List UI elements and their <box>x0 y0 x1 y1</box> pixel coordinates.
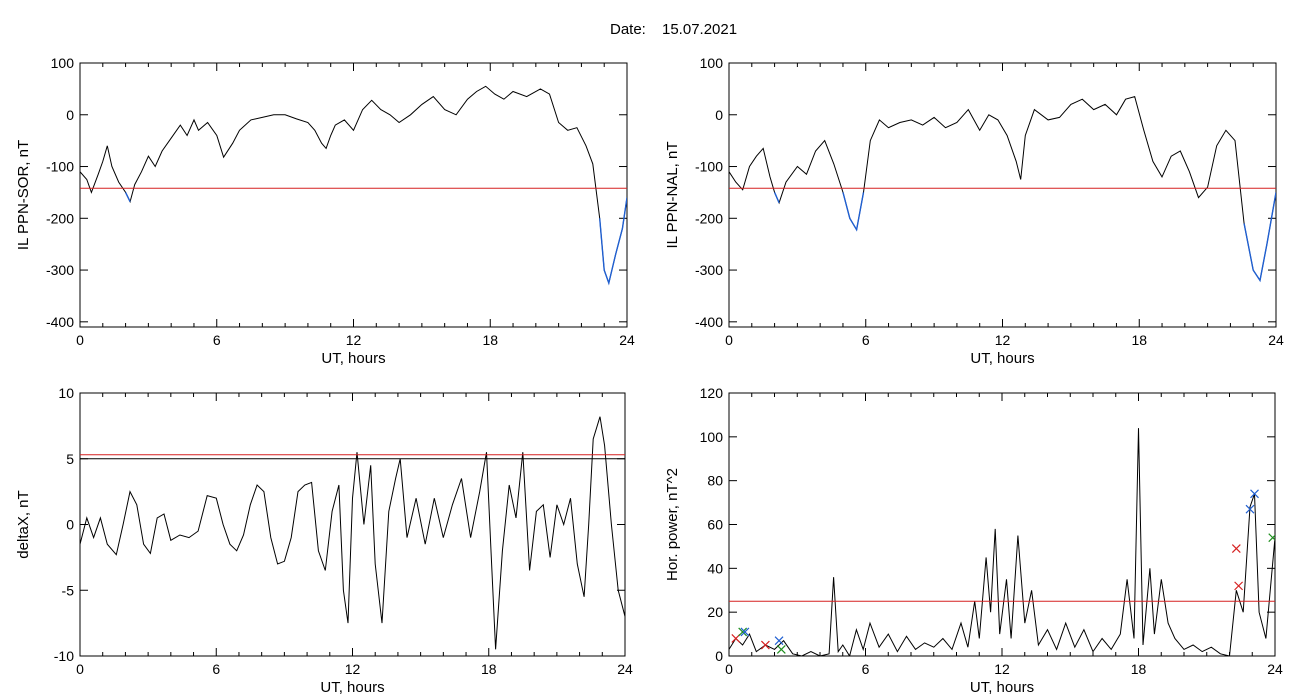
y-tick-label: 0 <box>66 107 74 123</box>
series-line <box>729 428 1275 656</box>
x-tick-label: 24 <box>1267 661 1283 677</box>
x-axis-label: UT, hours <box>320 679 384 696</box>
plot-area <box>729 95 1276 283</box>
x-marker <box>1231 544 1241 554</box>
x-tick-label: 0 <box>76 661 84 677</box>
x-tick-label: 18 <box>1131 332 1147 348</box>
panel-1: 0 6 12 18 24 100 0 -100 -200 -300 -400 UT, hours IL … <box>15 55 635 367</box>
x-marker <box>1234 581 1244 591</box>
y-tick-label: -300 <box>46 262 74 278</box>
y-axis-label: deltaX, nT <box>15 490 32 558</box>
panel-2: 0 6 12 18 24 100 0 -100 -200 -300 -400 UT, hours IL … <box>664 55 1284 367</box>
y-tick-label: -300 <box>695 262 723 278</box>
y-axis-label: IL PPN-SOR, nT <box>15 140 32 250</box>
x-tick-label: 0 <box>76 332 84 348</box>
y-tick-label: 100 <box>51 55 75 71</box>
y-tick-label: 5 <box>66 451 74 467</box>
below-threshold-segment <box>1243 192 1276 283</box>
x-tick-label: 12 <box>995 332 1011 348</box>
y-tick-label: -400 <box>695 314 723 330</box>
x-tick-label: 12 <box>346 332 362 348</box>
x-marker <box>738 627 748 637</box>
y-tick-label: -10 <box>54 648 74 664</box>
x-tick-label: 0 <box>725 661 733 677</box>
y-tick-label: 20 <box>707 604 723 620</box>
plot-area <box>80 85 627 286</box>
x-tick-label: 18 <box>1131 661 1147 677</box>
y-tick-label: -400 <box>46 314 74 330</box>
x-tick-label: 6 <box>213 332 221 348</box>
panel-3: 0 6 12 18 24 10 5 0 -5 -10 UT, hours deltaX, nT <box>15 385 633 696</box>
plot-frame <box>728 62 1277 328</box>
x-tick-label: 12 <box>345 661 361 677</box>
y-tick-label: 40 <box>707 560 723 576</box>
series-line <box>80 85 627 285</box>
x-axis-label: UT, hours <box>970 350 1034 367</box>
x-tick-label: 18 <box>481 661 497 677</box>
y-tick-label: 0 <box>66 517 74 533</box>
plot-area <box>80 416 625 650</box>
y-tick-label: 0 <box>715 107 723 123</box>
x-marker <box>1245 504 1255 514</box>
y-tick-label: -100 <box>46 159 74 175</box>
below-threshold-segment <box>599 197 627 286</box>
panel-4: 0 6 12 18 24 0 20 40 60 80 100 120 UT, hours Hor. pow… <box>664 385 1283 696</box>
x-marker <box>776 645 786 654</box>
x-tick-label: 24 <box>617 661 633 677</box>
below-threshold-segment <box>124 192 131 203</box>
x-tick-label: 12 <box>994 661 1010 677</box>
x-axis-label: UT, hours <box>970 679 1034 696</box>
series-line <box>729 95 1276 282</box>
x-tick-label: 18 <box>482 332 498 348</box>
date-value: 15.07.2021 <box>662 21 737 38</box>
x-marker <box>1250 489 1259 499</box>
y-axis-label: IL PPN-NAL, nT <box>664 142 681 249</box>
x-tick-label: 24 <box>619 332 635 348</box>
below-threshold-segment <box>842 192 865 232</box>
date-label: Date: <box>610 21 646 38</box>
plot-frame <box>79 392 626 657</box>
below-threshold-segment <box>773 192 780 204</box>
plot-area <box>729 428 1275 656</box>
x-marker <box>1268 533 1275 543</box>
plot-frame <box>79 62 628 328</box>
x-marker <box>760 640 770 650</box>
y-tick-label: 10 <box>58 385 74 401</box>
y-tick-label: -5 <box>62 582 75 598</box>
y-tick-label: -200 <box>695 210 723 226</box>
x-tick-label: 6 <box>212 661 220 677</box>
x-marker <box>774 636 784 646</box>
y-tick-label: 100 <box>700 55 724 71</box>
y-tick-label: -200 <box>46 210 74 226</box>
x-marker <box>740 627 750 637</box>
x-tick-label: 6 <box>862 332 870 348</box>
x-tick-label: 24 <box>1268 332 1284 348</box>
x-tick-label: 6 <box>862 661 870 677</box>
y-tick-label: 120 <box>700 385 724 401</box>
series-line <box>80 416 625 650</box>
y-tick-label: 60 <box>707 517 723 533</box>
x-axis-label: UT, hours <box>321 350 385 367</box>
y-tick-label: 80 <box>707 473 723 489</box>
y-axis-label: Hor. power, nT^2 <box>664 468 681 581</box>
y-tick-label: 0 <box>715 648 723 664</box>
x-marker <box>731 634 741 643</box>
y-tick-label: 100 <box>700 429 724 445</box>
x-tick-label: 0 <box>725 332 733 348</box>
y-tick-label: -100 <box>695 159 723 175</box>
